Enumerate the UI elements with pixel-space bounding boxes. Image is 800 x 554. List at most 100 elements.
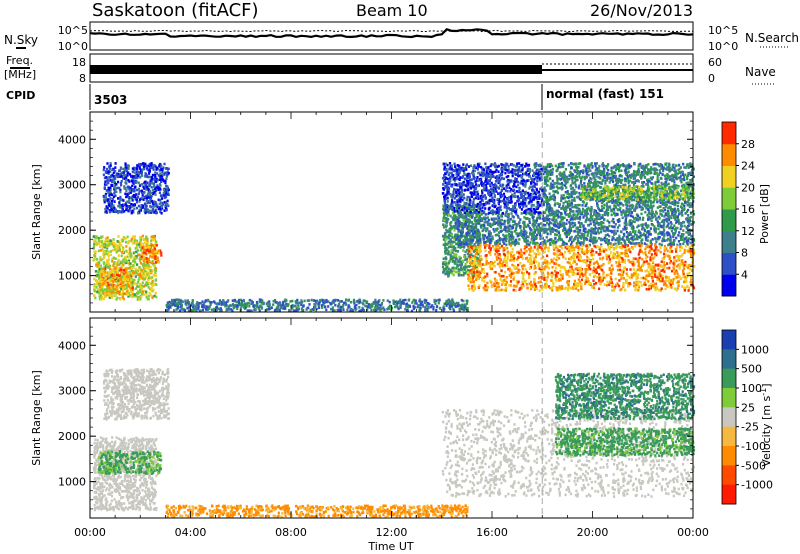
scatter-cell (603, 213, 607, 217)
scatter-cell (588, 243, 591, 247)
scatter-cell (251, 301, 254, 304)
scatter-cell (227, 307, 230, 310)
scatter-cell (596, 275, 599, 279)
scatter-cell (467, 284, 470, 288)
scatter-cell (123, 273, 126, 277)
scatter-cell (159, 188, 162, 191)
scatter-cell (633, 274, 636, 277)
scatter-cell (623, 221, 626, 225)
scatter-cell (130, 281, 133, 284)
scatter-cell (407, 306, 410, 309)
scatter-cell (114, 272, 117, 276)
scatter-cell (139, 236, 142, 239)
scatter-cell (463, 255, 466, 259)
scatter-cell (679, 245, 682, 248)
scatter-cell (463, 244, 466, 248)
scatter-cell (587, 218, 590, 222)
scatter-cell (138, 167, 141, 170)
scatter-cell (443, 232, 447, 236)
scatter-cell (153, 185, 156, 189)
scatter-cell (273, 309, 276, 312)
scatter-cell (566, 269, 569, 273)
scatter-cell (526, 239, 529, 242)
scatter-cell (629, 214, 633, 218)
scatter-cell (457, 269, 460, 272)
scatter-cell (458, 255, 461, 259)
scatter-cell (535, 221, 538, 225)
scatter-cell (439, 307, 442, 310)
scatter-cell (301, 309, 304, 312)
scatter-cell (419, 306, 422, 310)
scatter-cell (107, 172, 110, 175)
scatter-cell (468, 214, 471, 217)
scatter-cell (455, 242, 458, 246)
scatter-cell (537, 231, 540, 235)
scatter-cell (494, 212, 497, 215)
scatter-cell (470, 241, 473, 244)
scatter-cell (584, 273, 587, 276)
scatter-cell (637, 257, 640, 260)
scatter-cell (504, 228, 507, 231)
scatter-cell (153, 173, 157, 177)
scatter-cell (583, 227, 586, 230)
scatter-cell (647, 218, 650, 221)
scatter-cell (516, 224, 519, 227)
scatter-cell (475, 236, 478, 239)
scatter-cell (452, 217, 455, 221)
scatter-cell (316, 299, 319, 303)
scatter-cell (471, 208, 474, 211)
scatter-cell (150, 195, 153, 198)
scatter-cell (549, 232, 552, 236)
scatter-cell (97, 242, 100, 245)
scatter-cell (105, 209, 108, 213)
scatter-cell (475, 276, 478, 279)
scatter-cell (498, 224, 501, 227)
scatter-cell (370, 308, 373, 312)
scatter-cell (674, 215, 677, 218)
scatter-cell (522, 221, 525, 225)
scatter-cell (466, 244, 469, 248)
scatter-cell (101, 289, 104, 292)
scatter-cell (464, 255, 467, 259)
scatter-cell (442, 267, 445, 271)
scatter-cell (451, 272, 454, 275)
scatter-cell (131, 196, 134, 200)
scatter-cell (131, 241, 134, 245)
scatter-cell (123, 285, 126, 289)
scatter-cell (133, 239, 136, 242)
scatter-cell (101, 245, 104, 249)
scatter-cell (550, 239, 553, 243)
scatter-cell (154, 244, 157, 248)
scatter-cell (365, 305, 368, 308)
scatter-cell (92, 235, 95, 239)
scatter-cell (546, 228, 549, 231)
scatter-cell (479, 238, 482, 242)
scatter-cell (133, 171, 137, 174)
scatter-cell (546, 246, 549, 250)
scatter-cell (489, 237, 492, 241)
scatter-cell (676, 226, 679, 230)
freq-panel: Freq. [MHz] 18 8 60 0 Nave (4, 53, 776, 85)
scatter-cell (108, 267, 112, 271)
scatter-cell (493, 248, 496, 251)
scatter-cell (467, 231, 470, 234)
scatter-cell (154, 257, 157, 261)
scatter-cell (451, 255, 454, 258)
scatter-cell (105, 261, 108, 264)
scatter-cell (141, 281, 144, 284)
scatter-cell (572, 215, 575, 219)
scatter-cell (664, 212, 668, 215)
freq-trace-bar (90, 65, 542, 74)
scatter-cell (411, 301, 414, 304)
scatter-cell (538, 233, 542, 236)
scatter-cell (433, 300, 436, 304)
scatter-cell (135, 206, 139, 210)
scatter-cell (568, 246, 571, 250)
scatter-cell (406, 303, 409, 307)
scatter-cell (94, 289, 97, 293)
scatter-cell (475, 263, 479, 267)
scatter-cell (129, 191, 132, 194)
scatter-cell (120, 180, 123, 183)
scatter-cell (96, 265, 99, 268)
scatter-cell (524, 230, 527, 233)
